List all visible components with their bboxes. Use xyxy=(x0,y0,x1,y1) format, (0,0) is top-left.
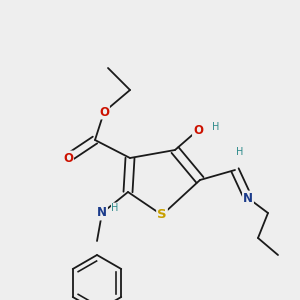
Text: S: S xyxy=(157,208,167,221)
Text: H: H xyxy=(212,122,220,132)
Text: N: N xyxy=(243,191,253,205)
Text: O: O xyxy=(63,152,73,164)
Text: O: O xyxy=(193,124,203,136)
Text: O: O xyxy=(99,106,109,118)
Text: H: H xyxy=(236,147,244,157)
Text: N: N xyxy=(97,206,107,220)
Text: H: H xyxy=(111,203,119,213)
